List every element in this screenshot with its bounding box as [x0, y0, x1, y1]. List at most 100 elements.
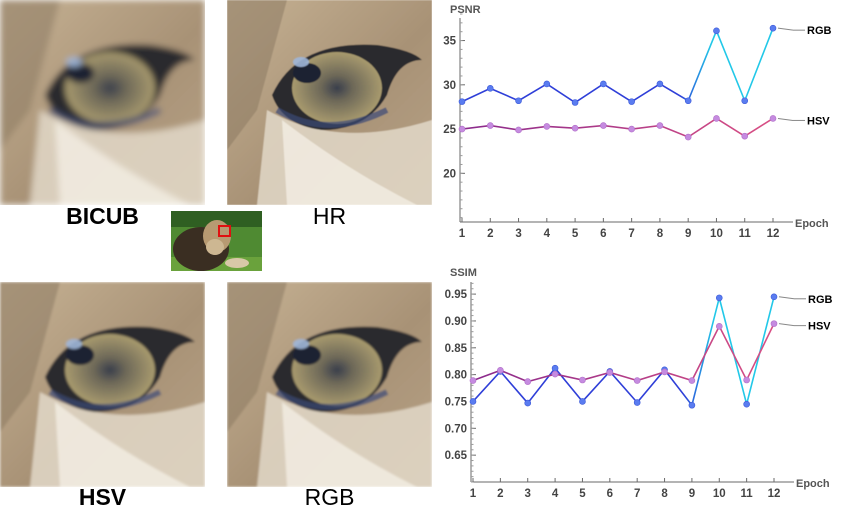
data-point-hsv: [579, 376, 586, 384]
x-tick-label: 9: [689, 488, 695, 500]
x-axis-title: Epoch: [795, 218, 829, 230]
data-point-rgb: [743, 400, 750, 408]
x-tick-label: 4: [544, 228, 551, 240]
data-point-rgb: [543, 80, 551, 88]
series-line-rgb: [472, 296, 775, 408]
x-tick-label: 2: [497, 488, 503, 500]
x-axis-title: Epoch: [796, 478, 830, 490]
y-tick-label: 25: [443, 124, 456, 136]
hsv-label: HSV: [78, 484, 127, 510]
data-point-hsv: [606, 369, 614, 376]
series-end-label-rgb: RGB: [807, 25, 832, 37]
data-point-hsv: [524, 378, 532, 385]
data-point-hsv: [633, 377, 641, 384]
lion-thumbnail-image: [171, 211, 262, 271]
data-point-hsv: [715, 323, 723, 330]
y-tick-label: 0.85: [445, 343, 468, 355]
x-tick-label: 6: [600, 228, 606, 240]
x-tick-label: 6: [607, 488, 613, 500]
data-point-hsv: [628, 125, 635, 133]
series-line-rgb: [461, 27, 774, 104]
y-tick-label: 0.90: [445, 316, 467, 328]
data-point-rgb: [486, 85, 494, 92]
rgb-label: RGB: [304, 484, 355, 510]
end-label-leader: [778, 296, 795, 300]
x-tick-label: 3: [515, 228, 521, 240]
series-end-label-hsv: HSV: [807, 115, 830, 127]
hr-crop-image: [227, 0, 432, 205]
data-point-hsv: [543, 123, 551, 130]
data-point-hsv: [515, 126, 522, 134]
psnr-chart: PSNR 20 25 30 35 1 2 3 4 5 6 7 8 9 10 11 12 Epoch RGB HSV: [440, 0, 863, 256]
data-point-rgb: [571, 99, 579, 106]
data-point-hsv: [770, 320, 778, 327]
y-tick-label: 0.70: [445, 423, 467, 435]
data-point-hsv: [469, 377, 477, 384]
x-tick-label: 1: [470, 488, 477, 500]
x-tick-label: 1: [459, 228, 466, 240]
data-point-rgb: [688, 401, 696, 409]
x-tick-label: 8: [657, 228, 664, 240]
data-point-rgb: [551, 364, 559, 372]
data-point-rgb: [579, 398, 586, 405]
data-point-rgb: [628, 98, 635, 105]
data-point-hsv: [458, 125, 466, 133]
data-point-rgb: [524, 399, 532, 407]
chart-title: PSNR: [450, 4, 481, 16]
data-point-hsv: [769, 115, 777, 122]
end-label-leader: [777, 27, 794, 31]
x-tick-label: 9: [685, 228, 691, 240]
series-line-hsv: [472, 323, 775, 383]
x-tick-label: 4: [552, 488, 559, 500]
data-point-hsv: [486, 122, 494, 129]
end-label-leader: [777, 117, 794, 121]
bicubic-crop-image: [0, 0, 205, 205]
y-tick-label: 0.65: [445, 450, 468, 462]
data-point-hsv: [741, 132, 749, 140]
data-point-hsv: [688, 377, 696, 384]
data-point-hsv: [571, 124, 579, 132]
data-point-hsv: [656, 122, 664, 129]
data-point-rgb: [741, 97, 749, 105]
data-point-rgb: [458, 98, 466, 105]
data-point-rgb: [715, 294, 723, 302]
y-tick-label: 0.75: [445, 396, 468, 408]
x-tick-label: 12: [767, 228, 780, 240]
x-tick-label: 7: [628, 228, 634, 240]
series-end-label-hsv: HSV: [808, 321, 831, 333]
end-label-leader: [778, 323, 795, 327]
data-point-rgb: [515, 97, 522, 105]
data-point-rgb: [770, 293, 778, 301]
hr-label: HR: [312, 203, 347, 229]
data-point-hsv: [497, 367, 504, 374]
y-tick-label: 30: [443, 80, 456, 92]
x-tick-label: 12: [768, 488, 781, 500]
x-tick-label: 10: [713, 488, 726, 500]
x-tick-label: 11: [739, 228, 752, 240]
series-line-hsv: [461, 117, 774, 138]
zoom-region-box: [218, 225, 231, 237]
y-tick-label: 20: [443, 168, 456, 180]
x-tick-label: 5: [572, 228, 579, 240]
x-tick-label: 7: [634, 488, 640, 500]
ssim-chart: SSIM 0.65 0.70 0.75 0.80 0.85 0.90 0.95 1 2 3 4 5 6 7 8…: [440, 256, 863, 512]
data-point-rgb: [713, 27, 720, 35]
y-tick-label: 35: [443, 36, 456, 48]
data-point-rgb: [633, 399, 641, 406]
data-point-rgb: [684, 97, 692, 105]
x-tick-label: 2: [487, 228, 493, 240]
y-tick-label: 0.95: [445, 289, 468, 301]
x-tick-label: 10: [710, 228, 723, 240]
data-point-rgb: [600, 80, 607, 88]
hsv-crop-image: [0, 282, 205, 487]
data-point-hsv: [743, 376, 750, 384]
data-point-rgb: [769, 24, 777, 32]
data-point-hsv: [551, 370, 559, 378]
data-point-hsv: [600, 122, 607, 129]
x-tick-label: 11: [741, 488, 754, 500]
x-tick-label: 5: [579, 488, 586, 500]
data-point-rgb: [656, 80, 664, 88]
data-point-hsv: [684, 133, 692, 141]
x-tick-label: 3: [525, 488, 531, 500]
bicubic-label: BICUB: [66, 203, 139, 229]
